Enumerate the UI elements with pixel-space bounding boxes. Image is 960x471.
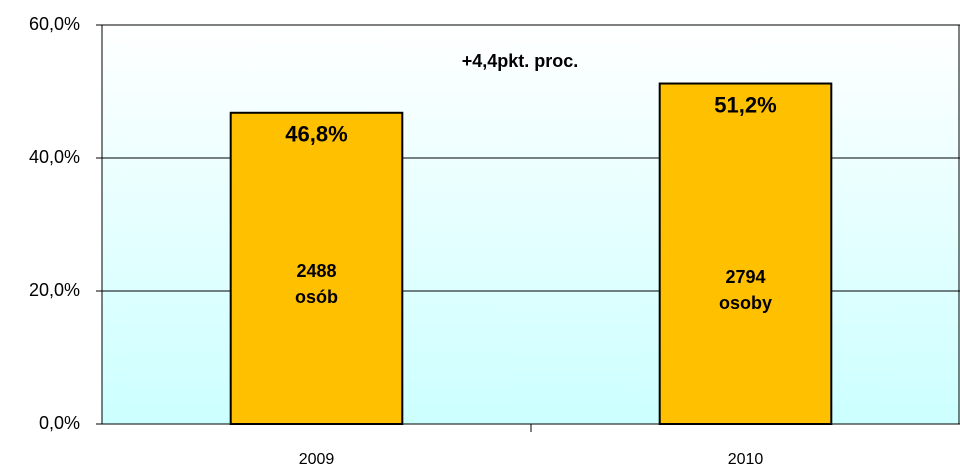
inner-label: osoby	[719, 293, 772, 313]
annotation: +4,4pkt. proc.	[462, 51, 579, 71]
inner-label: 2488	[296, 261, 336, 281]
y-tick-label: 40,0%	[29, 147, 80, 167]
y-tick-label: 0,0%	[39, 413, 80, 433]
x-tick-label: 2010	[728, 451, 764, 466]
value-label: 51,2%	[714, 92, 776, 117]
bar	[658, 82, 833, 426]
inner-label: 2794	[725, 267, 765, 287]
y-tick-label: 60,0%	[29, 14, 80, 34]
inner-label: osób	[295, 287, 338, 307]
x-tick-label: 2009	[299, 451, 335, 466]
value-label: 46,8%	[285, 122, 347, 147]
y-tick-label: 20,0%	[29, 280, 80, 300]
